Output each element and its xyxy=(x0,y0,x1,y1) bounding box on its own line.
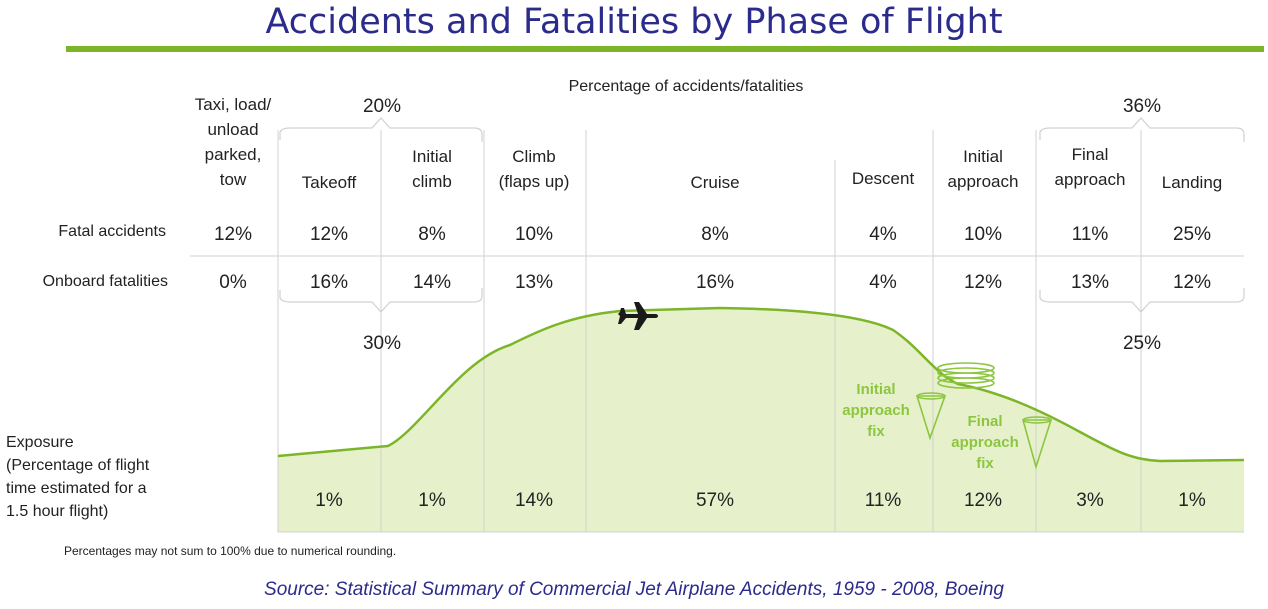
group-onboard-fatalities-total: 25% xyxy=(1123,333,1161,354)
fatal-accidents-value: 10% xyxy=(515,224,553,245)
annotation-final-approach-fix: fix xyxy=(976,455,994,472)
phase-label-climb-flaps-up: (flaps up) xyxy=(499,172,570,191)
annotation-initial-approach-fix: approach xyxy=(842,402,910,419)
title-underline xyxy=(66,46,1264,52)
exposure-value: 1% xyxy=(1178,490,1206,511)
row-label-exposure: time estimated for a xyxy=(6,480,147,497)
footnote: Percentages may not sum to 100% due to n… xyxy=(64,544,396,558)
phase-label-cruise: Cruise xyxy=(690,173,739,192)
group-fatal-accidents-total: 20% xyxy=(363,96,401,117)
onboard-fatalities-value: 14% xyxy=(413,272,451,293)
source-note: Source: Statistical Summary of Commercia… xyxy=(264,579,1004,600)
phase-label-climb-flaps-up: Climb xyxy=(512,147,555,166)
onboard-fatalities-value: 16% xyxy=(310,272,348,293)
phase-label-initial-climb: Initial xyxy=(412,147,452,166)
onboard-fatalities-value: 12% xyxy=(1173,272,1211,293)
onboard-fatalities-value: 16% xyxy=(696,272,734,293)
onboard-fatalities-value: 13% xyxy=(1071,272,1109,293)
row-label-onboard-fatalities: Onboard fatalities xyxy=(43,273,168,290)
phase-label-taxi-load-unload-parked-tow: parked, xyxy=(205,145,262,164)
phase-label-taxi-load-unload-parked-tow: Taxi, load/ xyxy=(195,95,272,114)
fatal-accidents-value: 12% xyxy=(310,224,348,245)
phase-label-descent: Descent xyxy=(852,169,915,188)
exposure-curve xyxy=(277,306,1245,463)
approach-fix-cone-top xyxy=(916,392,946,400)
exposure-value: 1% xyxy=(418,490,446,511)
group-fatal-accidents-total: 36% xyxy=(1123,96,1161,117)
fatal-accidents-value: 8% xyxy=(418,224,446,245)
onboard-fatalities-value: 4% xyxy=(869,272,897,293)
exposure-area xyxy=(278,308,1244,532)
fatal-accidents-value: 10% xyxy=(964,224,1002,245)
row-label-exposure: (Percentage of flight xyxy=(6,457,150,474)
phase-label-takeoff: Takeoff xyxy=(302,173,357,192)
fatal-accidents-value: 12% xyxy=(214,224,252,245)
approach-fix-cone-top xyxy=(1022,416,1052,424)
group-bracket-top xyxy=(279,117,483,142)
annotation-initial-approach-fix: fix xyxy=(867,423,885,440)
annotation-final-approach-fix: Final xyxy=(967,413,1002,430)
airplane-icon xyxy=(618,302,658,330)
group-bracket-bottom xyxy=(279,288,483,313)
chart-subtitle: Percentage of accidents/fatalities xyxy=(569,78,804,95)
fatal-accidents-value: 11% xyxy=(1072,224,1109,245)
phase-label-initial-approach: Initial xyxy=(963,147,1003,166)
onboard-fatalities-value: 13% xyxy=(515,272,553,293)
fatal-accidents-value: 25% xyxy=(1173,224,1211,245)
phase-label-landing: Landing xyxy=(1162,173,1223,192)
onboard-fatalities-value: 12% xyxy=(964,272,1002,293)
exposure-value: 1% xyxy=(315,490,343,511)
phase-label-initial-approach: approach xyxy=(948,172,1019,191)
phase-label-final-approach: approach xyxy=(1055,170,1126,189)
holding-pattern-icon xyxy=(937,372,995,384)
fatal-accidents-value: 8% xyxy=(701,224,729,245)
exposure-value: 57% xyxy=(696,490,734,511)
onboard-fatalities-value: 0% xyxy=(219,272,247,293)
phase-label-initial-climb: climb xyxy=(412,172,452,191)
row-label-fatal-accidents: Fatal accidents xyxy=(58,223,166,240)
approach-fix-cone-icon xyxy=(1021,419,1053,470)
fatal-accidents-value: 4% xyxy=(869,224,897,245)
phase-label-final-approach: Final xyxy=(1072,145,1109,164)
chart-title: Accidents and Fatalities by Phase of Fli… xyxy=(265,2,1003,42)
exposure-value: 12% xyxy=(964,490,1002,511)
holding-pattern-icon xyxy=(937,377,995,389)
exposure-value: 14% xyxy=(515,490,553,511)
annotation-initial-approach-fix: Initial xyxy=(856,381,895,398)
row-label-exposure: 1.5 hour flight) xyxy=(6,503,108,520)
approach-fix-cone-icon xyxy=(915,395,947,441)
group-onboard-fatalities-total: 30% xyxy=(363,333,401,354)
phase-label-taxi-load-unload-parked-tow: tow xyxy=(220,170,247,189)
exposure-value: 11% xyxy=(865,490,902,511)
exposure-value: 3% xyxy=(1076,490,1104,511)
annotation-final-approach-fix: approach xyxy=(951,434,1019,451)
group-bracket-top xyxy=(1039,117,1245,142)
phase-label-taxi-load-unload-parked-tow: unload xyxy=(207,120,258,139)
row-label-exposure: Exposure xyxy=(6,434,74,451)
group-bracket-bottom xyxy=(1039,288,1245,313)
